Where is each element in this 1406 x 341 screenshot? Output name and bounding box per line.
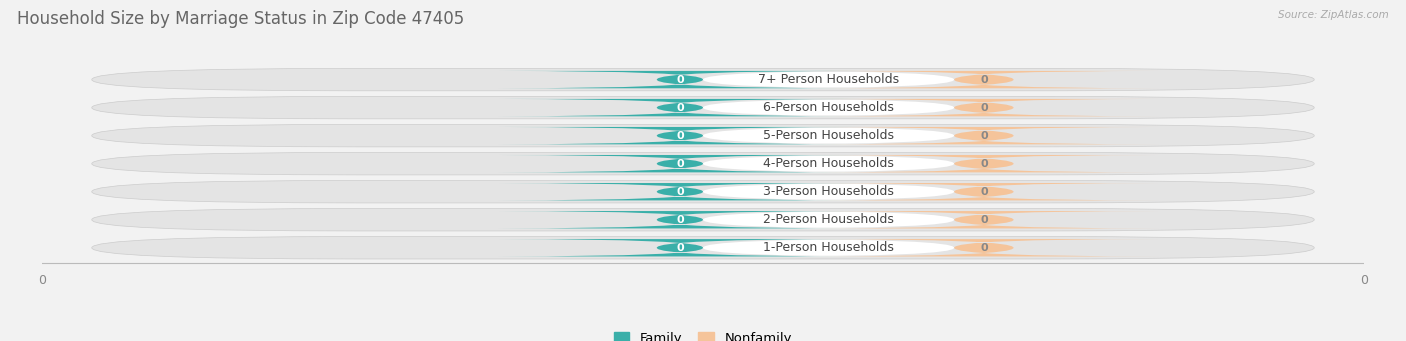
Text: 0: 0: [980, 159, 987, 169]
Text: 6-Person Households: 6-Person Households: [763, 101, 894, 114]
FancyBboxPatch shape: [808, 71, 1159, 88]
Text: 7+ Person Households: 7+ Person Households: [758, 73, 898, 86]
FancyBboxPatch shape: [703, 211, 955, 228]
FancyBboxPatch shape: [91, 209, 1315, 231]
FancyBboxPatch shape: [91, 69, 1315, 91]
Text: 4-Person Households: 4-Person Households: [763, 157, 894, 170]
FancyBboxPatch shape: [91, 124, 1315, 147]
Legend: Family, Nonfamily: Family, Nonfamily: [613, 332, 793, 341]
Text: 0: 0: [676, 215, 683, 225]
FancyBboxPatch shape: [498, 155, 862, 172]
FancyBboxPatch shape: [703, 183, 955, 201]
Text: 1-Person Households: 1-Person Households: [763, 241, 894, 254]
Text: 0: 0: [676, 159, 683, 169]
FancyBboxPatch shape: [91, 180, 1315, 203]
Text: 0: 0: [676, 131, 683, 140]
FancyBboxPatch shape: [808, 239, 1159, 256]
Text: 2-Person Households: 2-Person Households: [763, 213, 894, 226]
Text: 0: 0: [980, 187, 987, 197]
FancyBboxPatch shape: [91, 152, 1315, 175]
Text: 0: 0: [980, 103, 987, 113]
Text: Household Size by Marriage Status in Zip Code 47405: Household Size by Marriage Status in Zip…: [17, 10, 464, 28]
Text: 0: 0: [980, 243, 987, 253]
FancyBboxPatch shape: [498, 211, 862, 228]
FancyBboxPatch shape: [498, 239, 862, 256]
Text: 0: 0: [676, 75, 683, 85]
FancyBboxPatch shape: [703, 71, 955, 88]
Text: 0: 0: [980, 215, 987, 225]
FancyBboxPatch shape: [808, 211, 1159, 228]
Text: 3-Person Households: 3-Person Households: [763, 185, 894, 198]
FancyBboxPatch shape: [703, 99, 955, 116]
FancyBboxPatch shape: [703, 127, 955, 144]
FancyBboxPatch shape: [703, 239, 955, 256]
Text: 0: 0: [676, 187, 683, 197]
FancyBboxPatch shape: [808, 127, 1159, 144]
FancyBboxPatch shape: [498, 71, 862, 88]
Text: 0: 0: [980, 131, 987, 140]
FancyBboxPatch shape: [91, 237, 1315, 259]
Text: 0: 0: [676, 243, 683, 253]
FancyBboxPatch shape: [808, 155, 1159, 172]
Text: Source: ZipAtlas.com: Source: ZipAtlas.com: [1278, 10, 1389, 20]
Text: 0: 0: [676, 103, 683, 113]
Text: 0: 0: [980, 75, 987, 85]
FancyBboxPatch shape: [703, 155, 955, 172]
Text: 5-Person Households: 5-Person Households: [763, 129, 894, 142]
FancyBboxPatch shape: [808, 99, 1159, 116]
FancyBboxPatch shape: [91, 97, 1315, 119]
FancyBboxPatch shape: [498, 127, 862, 144]
FancyBboxPatch shape: [498, 99, 862, 116]
FancyBboxPatch shape: [498, 183, 862, 201]
FancyBboxPatch shape: [808, 183, 1159, 201]
